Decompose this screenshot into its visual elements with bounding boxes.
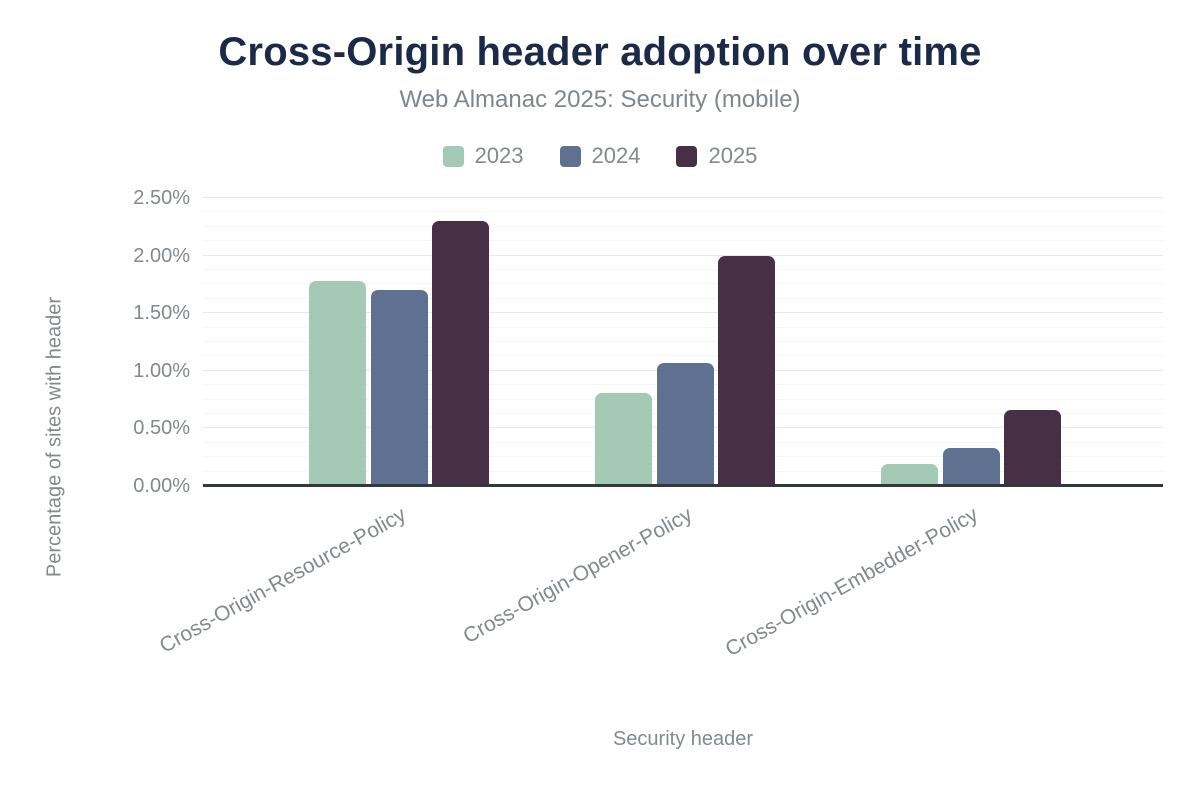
legend: 2023 2024 2025 <box>0 143 1200 169</box>
gridline-major <box>203 254 1163 256</box>
gridline-minor <box>203 326 1163 328</box>
legend-item-2023[interactable]: 2023 <box>442 143 524 169</box>
x-tick-label: Cross-Origin-Resource-Policy <box>156 503 411 658</box>
gridline-minor <box>203 211 1163 213</box>
x-axis-ticks: Cross-Origin-Resource-Policy Cross-Origin… <box>156 489 1163 689</box>
chart-subtitle: Web Almanac 2025: Security (mobile) <box>399 86 801 113</box>
gridline-minor <box>203 297 1163 299</box>
legend-swatch-2023 <box>442 145 464 167</box>
bar-2023-cross-origin-opener-policy[interactable] <box>595 392 652 486</box>
y-axis-title: Percentage of sites with header <box>43 296 66 578</box>
x-tick-label: Cross-Origin-Opener-Policy <box>459 503 697 649</box>
bar-2025-cross-origin-opener-policy[interactable] <box>718 255 775 486</box>
bar-2025-cross-origin-resource-policy[interactable] <box>432 221 489 486</box>
y-tick-label: 0.50% <box>133 417 190 440</box>
legend-swatch-2025 <box>676 145 698 167</box>
legend-label-2024: 2024 <box>591 143 641 168</box>
bar-2024-cross-origin-opener-policy[interactable] <box>656 362 714 486</box>
y-tick-label: 1.00% <box>133 359 190 382</box>
gridline-major <box>203 197 1163 198</box>
y-tick-label: 2.00% <box>133 244 190 267</box>
y-tick-label: 2.50% <box>133 187 190 209</box>
legend-item-2025[interactable]: 2025 <box>676 143 757 169</box>
gridline-minor <box>203 283 1163 285</box>
legend-swatch-2024 <box>559 145 581 167</box>
gridline-minor <box>203 355 1163 357</box>
x-axis-title: Security header <box>612 728 754 750</box>
y-tick-label: 1.50% <box>133 302 190 325</box>
chart-title: Cross-Origin header adoption over time <box>218 30 982 74</box>
gridline-minor <box>203 269 1163 270</box>
legend-item-2024[interactable]: 2024 <box>559 143 641 169</box>
x-tick-label: Cross-Origin-Embedder-Policy <box>721 503 983 662</box>
bar-2025-cross-origin-embedder-policy[interactable] <box>1004 409 1061 486</box>
bar-2024-cross-origin-resource-policy[interactable] <box>370 290 428 486</box>
plot-area <box>203 197 1163 487</box>
x-axis-line <box>203 484 1163 487</box>
gridline-minor <box>203 341 1163 342</box>
bar-2023-cross-origin-resource-policy[interactable] <box>309 280 366 486</box>
bar-2023-cross-origin-embedder-policy[interactable] <box>881 464 938 486</box>
gridline-minor <box>203 240 1163 242</box>
bar-2024-cross-origin-embedder-policy[interactable] <box>942 447 1000 486</box>
legend-label-2023: 2023 <box>474 143 524 168</box>
y-tick-label: 0.00% <box>133 475 190 497</box>
gridline-major <box>203 312 1163 314</box>
legend-label-2025: 2025 <box>708 143 758 168</box>
gridline-minor <box>203 225 1163 227</box>
